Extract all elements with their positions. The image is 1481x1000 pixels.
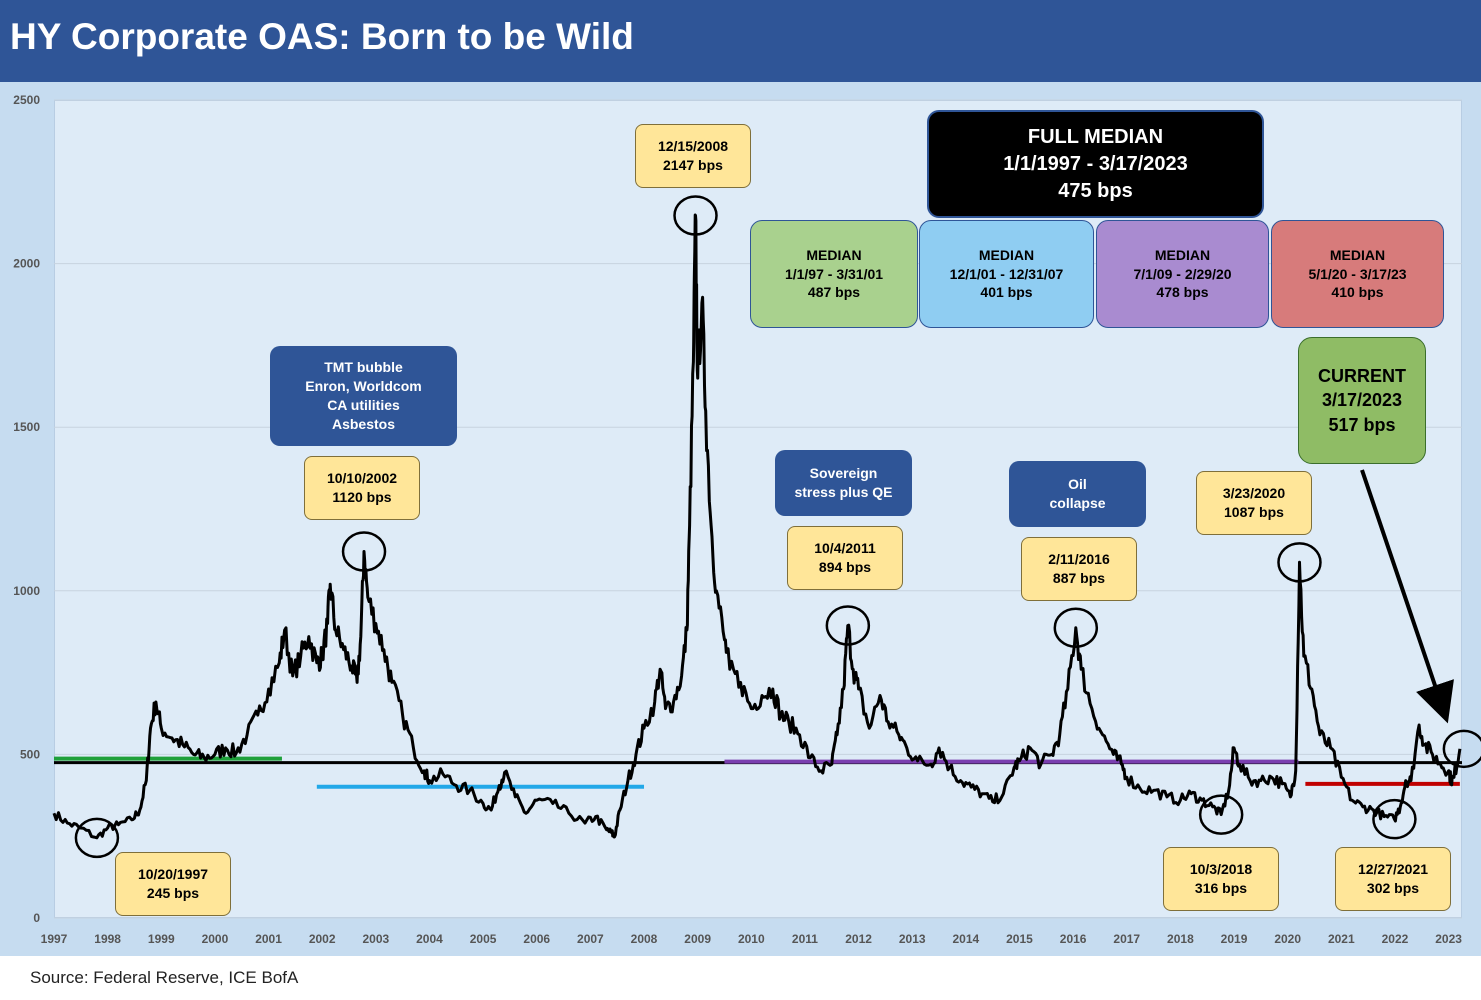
y-tick-label: 1000 bbox=[13, 584, 40, 598]
peak-circle bbox=[341, 531, 387, 572]
x-tick-label: 2011 bbox=[792, 932, 818, 946]
x-tick-label: 2001 bbox=[255, 932, 282, 946]
x-tick-label: 1999 bbox=[148, 932, 175, 946]
y-tick-label: 2500 bbox=[13, 93, 40, 107]
y-tick-label: 2000 bbox=[13, 257, 40, 271]
full-median-box: FULL MEDIAN 1/1/1997 - 3/17/2023 475 bps bbox=[927, 110, 1264, 218]
x-tick-label: 2020 bbox=[1274, 932, 1301, 946]
x-tick-label: 2009 bbox=[684, 932, 711, 946]
page-title: HY Corporate OAS: Born to be Wild bbox=[10, 16, 634, 57]
x-tick-label: 2023 bbox=[1435, 932, 1462, 946]
peak-circle bbox=[673, 195, 718, 236]
callout-2002: 10/10/2002 1120 bps bbox=[304, 456, 420, 520]
x-tick-label: 2005 bbox=[470, 932, 497, 946]
callout-2021: 12/27/2021 302 bps bbox=[1335, 847, 1451, 911]
x-tick-label: 2002 bbox=[309, 932, 336, 946]
current-circle bbox=[1442, 729, 1481, 769]
callout-2020: 3/23/2020 1087 bps bbox=[1196, 471, 1312, 535]
x-tick-label: 2000 bbox=[202, 932, 229, 946]
x-tick-label: 2013 bbox=[899, 932, 926, 946]
peak-circle bbox=[1198, 794, 1244, 835]
axis-ticks: 0 500 1000 1500 2000 2500 1997 1998 1999 2000 2001… bbox=[13, 93, 1462, 946]
current-arrow-line bbox=[1360, 469, 1454, 724]
x-tick-label: 2004 bbox=[416, 932, 443, 946]
x-tick-label: 2003 bbox=[362, 932, 389, 946]
x-tick-label: 2012 bbox=[845, 932, 872, 946]
x-tick-label: 2022 bbox=[1382, 932, 1409, 946]
x-tick-label: 2008 bbox=[631, 932, 658, 946]
event-box-oil: Oil collapse bbox=[1009, 461, 1146, 527]
median-box-2020-2023: MEDIAN 5/1/20 - 3/17/23 410 bps bbox=[1271, 220, 1444, 328]
peak-circle bbox=[1277, 542, 1322, 583]
callout-1997: 10/20/1997 245 bps bbox=[115, 852, 231, 916]
x-tick-label: 2007 bbox=[577, 932, 604, 946]
x-tick-label: 2021 bbox=[1328, 932, 1355, 946]
x-tick-label: 2014 bbox=[952, 932, 979, 946]
x-tick-label: 2010 bbox=[738, 932, 765, 946]
title-banner: HY Corporate OAS: Born to be Wild bbox=[0, 0, 1481, 82]
y-tick-label: 1500 bbox=[13, 420, 40, 434]
current-arrow bbox=[1360, 469, 1454, 724]
x-tick-label: 2017 bbox=[1113, 932, 1140, 946]
peak-circle bbox=[74, 817, 120, 859]
callout-2018: 10/3/2018 316 bps bbox=[1163, 847, 1279, 911]
x-tick-label: 2015 bbox=[1006, 932, 1033, 946]
oas-series-line bbox=[52, 213, 1462, 840]
event-box-sovereign: Sovereign stress plus QE bbox=[775, 450, 912, 516]
median-box-1997-2001: MEDIAN 1/1/97 - 3/31/01 487 bps bbox=[750, 220, 918, 328]
callout-2008: 12/15/2008 2147 bps bbox=[635, 124, 751, 188]
source-note: Source: Federal Reserve, ICE BofA bbox=[30, 968, 299, 987]
peak-circle bbox=[1053, 607, 1099, 649]
peak-circles bbox=[74, 195, 1481, 859]
y-tick-label: 0 bbox=[33, 911, 40, 925]
callout-2016: 2/11/2016 887 bps bbox=[1021, 537, 1137, 601]
median-box-2001-2007: MEDIAN 12/1/01 - 12/31/07 401 bps bbox=[919, 220, 1094, 328]
current-box: CURRENT 3/17/2023 517 bps bbox=[1298, 337, 1426, 464]
series-layer bbox=[52, 213, 1462, 840]
x-tick-label: 2006 bbox=[523, 932, 550, 946]
x-tick-label: 2018 bbox=[1167, 932, 1194, 946]
median-box-2009-2020: MEDIAN 7/1/09 - 2/29/20 478 bps bbox=[1096, 220, 1269, 328]
x-tick-label: 2016 bbox=[1060, 932, 1087, 946]
x-tick-label: 2019 bbox=[1221, 932, 1248, 946]
median-lines bbox=[54, 756, 1462, 789]
peak-circle bbox=[825, 605, 871, 646]
callout-2011: 10/4/2011 894 bps bbox=[787, 526, 903, 590]
peak-circle bbox=[1372, 798, 1417, 840]
x-tick-label: 1998 bbox=[94, 932, 121, 946]
y-tick-label: 500 bbox=[20, 747, 40, 761]
event-box-tmt: TMT bubble Enron, Worldcom CA utilities … bbox=[270, 346, 457, 446]
x-tick-label: 1997 bbox=[41, 932, 68, 946]
